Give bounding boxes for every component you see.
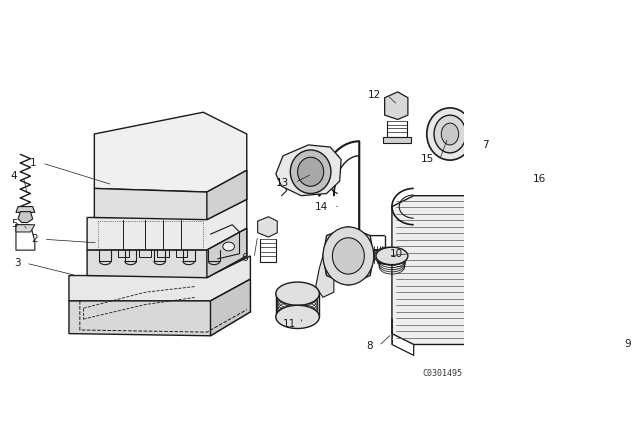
Text: 12: 12 <box>368 90 381 100</box>
Polygon shape <box>94 170 247 220</box>
Ellipse shape <box>524 140 550 172</box>
Polygon shape <box>16 225 35 232</box>
Ellipse shape <box>276 282 319 305</box>
Polygon shape <box>383 137 411 143</box>
Polygon shape <box>258 217 277 237</box>
Polygon shape <box>18 211 33 223</box>
Text: 4: 4 <box>11 171 17 181</box>
Ellipse shape <box>323 227 374 285</box>
Polygon shape <box>276 145 341 196</box>
Ellipse shape <box>488 315 506 330</box>
Polygon shape <box>16 207 35 212</box>
Ellipse shape <box>573 324 588 336</box>
Polygon shape <box>87 228 247 278</box>
Ellipse shape <box>376 247 408 265</box>
Polygon shape <box>69 279 250 336</box>
Polygon shape <box>211 279 250 336</box>
Text: 9: 9 <box>625 340 632 349</box>
Ellipse shape <box>488 207 506 221</box>
Polygon shape <box>392 196 580 345</box>
Ellipse shape <box>298 157 324 186</box>
Ellipse shape <box>434 115 466 153</box>
Text: 2: 2 <box>31 234 38 244</box>
Polygon shape <box>570 301 595 352</box>
Text: 13: 13 <box>276 177 289 188</box>
Polygon shape <box>207 170 247 220</box>
Ellipse shape <box>472 137 486 153</box>
Text: 11: 11 <box>283 319 296 329</box>
Text: 7: 7 <box>482 140 488 150</box>
Text: 5: 5 <box>11 219 17 229</box>
Text: 10: 10 <box>390 249 403 259</box>
Text: 15: 15 <box>420 155 434 164</box>
Ellipse shape <box>441 123 459 145</box>
Ellipse shape <box>467 132 491 158</box>
Polygon shape <box>385 92 408 120</box>
Polygon shape <box>69 256 250 301</box>
Text: 3: 3 <box>13 258 20 268</box>
Ellipse shape <box>516 133 557 179</box>
Polygon shape <box>207 228 247 278</box>
Ellipse shape <box>332 238 364 274</box>
Polygon shape <box>94 112 247 192</box>
Text: 16: 16 <box>532 174 546 184</box>
Text: C0301495: C0301495 <box>423 369 463 378</box>
Ellipse shape <box>374 247 401 265</box>
Polygon shape <box>323 227 374 285</box>
Ellipse shape <box>223 242 234 251</box>
Text: 14: 14 <box>315 202 328 211</box>
Ellipse shape <box>531 149 543 163</box>
Ellipse shape <box>291 150 331 194</box>
Ellipse shape <box>427 108 473 160</box>
Ellipse shape <box>276 305 319 328</box>
Polygon shape <box>87 199 247 250</box>
Text: 8: 8 <box>367 341 373 351</box>
Text: 1: 1 <box>29 158 36 168</box>
Text: 6: 6 <box>241 253 248 263</box>
Polygon shape <box>316 256 334 297</box>
